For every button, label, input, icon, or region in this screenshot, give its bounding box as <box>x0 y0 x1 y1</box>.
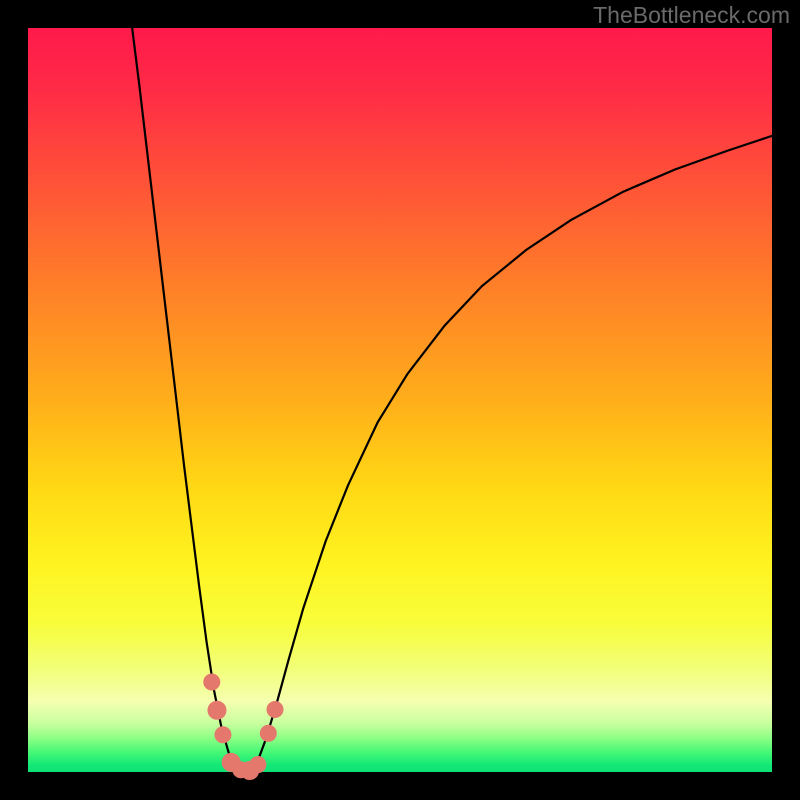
curve-right-branch <box>244 136 772 772</box>
attribution-text: TheBottleneck.com <box>593 2 790 29</box>
data-marker <box>215 727 231 743</box>
chart-frame: TheBottleneck.com <box>0 0 800 800</box>
plot-area <box>28 28 772 772</box>
bottleneck-curve <box>28 28 772 772</box>
data-marker <box>204 674 220 690</box>
data-marker <box>260 725 276 741</box>
data-marker <box>250 757 266 773</box>
curve-left-branch <box>132 28 244 772</box>
data-marker <box>267 702 283 718</box>
data-marker <box>208 701 226 719</box>
